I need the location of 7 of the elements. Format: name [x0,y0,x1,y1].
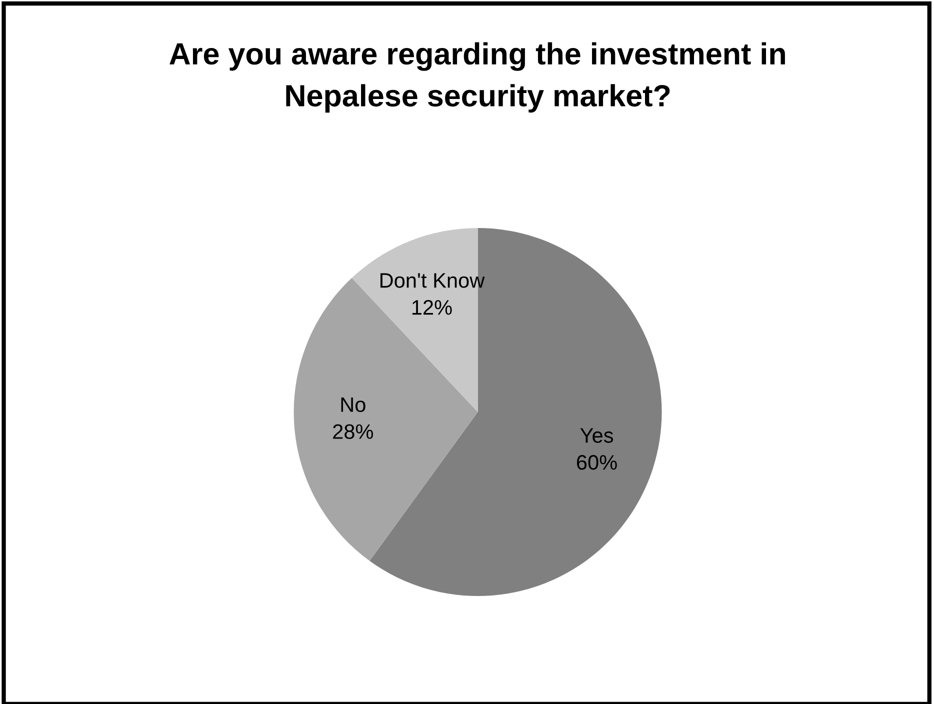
slice-label: Yes [580,428,614,443]
data-label: 28% [333,424,374,439]
slice-label: Don't Know [380,273,485,288]
slice-label: No [341,397,366,412]
data-label: 12% [412,300,452,315]
chart-title: Are you aware regarding the investment in Nepalese security market? [170,42,785,113]
data-label: 60% [576,455,617,470]
